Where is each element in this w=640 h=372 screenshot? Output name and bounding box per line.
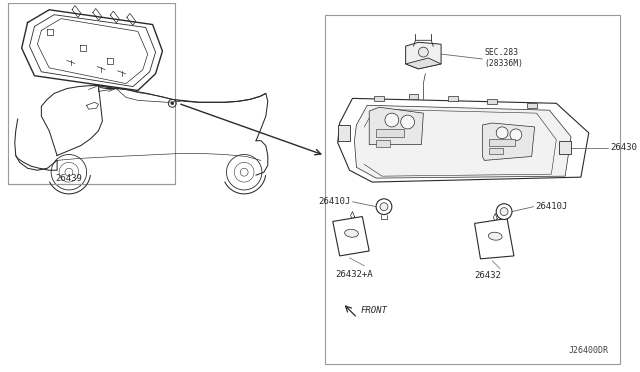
Polygon shape <box>483 123 534 160</box>
Bar <box>8 3 175 184</box>
Bar <box>448 96 458 101</box>
Circle shape <box>376 199 392 215</box>
Circle shape <box>500 208 508 215</box>
Bar <box>408 94 419 99</box>
Polygon shape <box>338 98 589 182</box>
Circle shape <box>496 127 508 139</box>
Ellipse shape <box>344 229 358 237</box>
Text: J26400DR: J26400DR <box>568 346 609 355</box>
Text: SEC.283
(28336M): SEC.283 (28336M) <box>484 48 524 68</box>
Circle shape <box>171 102 174 105</box>
Bar <box>527 103 536 108</box>
Text: FRONT: FRONT <box>360 306 387 315</box>
Polygon shape <box>406 42 441 69</box>
Text: 26430: 26430 <box>611 143 637 152</box>
Bar <box>325 15 620 364</box>
Polygon shape <box>406 58 441 69</box>
Circle shape <box>380 203 388 211</box>
Bar <box>376 140 390 147</box>
Circle shape <box>385 113 399 127</box>
Bar <box>490 139 515 145</box>
Circle shape <box>401 115 415 129</box>
Polygon shape <box>475 218 514 259</box>
Text: 26439: 26439 <box>56 174 83 183</box>
Bar <box>338 125 349 141</box>
Bar <box>374 96 384 101</box>
Text: 26432: 26432 <box>474 271 500 280</box>
Bar <box>559 141 571 154</box>
Text: 26432+A: 26432+A <box>335 270 373 279</box>
Circle shape <box>419 47 428 57</box>
Text: 26410J: 26410J <box>536 202 568 211</box>
Polygon shape <box>333 217 369 256</box>
Bar <box>488 99 497 104</box>
Circle shape <box>510 129 522 141</box>
Text: 26410J: 26410J <box>318 197 351 206</box>
Circle shape <box>496 204 512 219</box>
Ellipse shape <box>488 232 502 240</box>
Polygon shape <box>355 105 571 178</box>
Polygon shape <box>369 107 424 145</box>
Bar <box>490 148 503 154</box>
Bar <box>376 129 404 137</box>
